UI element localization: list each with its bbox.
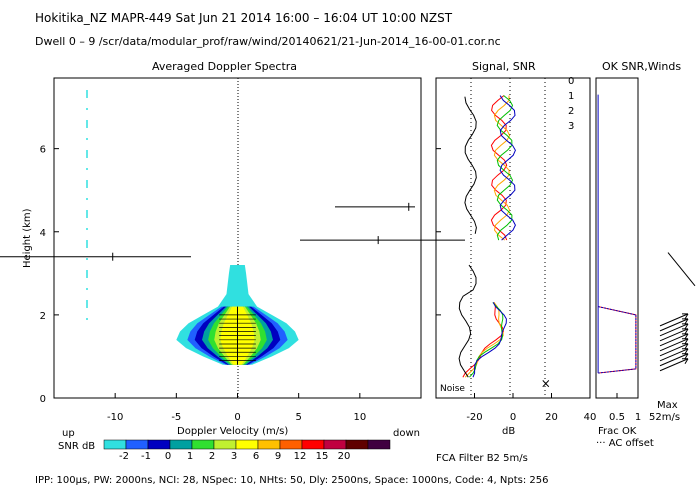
wind-arrow — [667, 252, 696, 287]
frac-ok-blue — [597, 306, 637, 374]
wind-arrow — [659, 318, 689, 332]
wind-arrow — [659, 353, 689, 367]
max-value: 52m/s — [649, 412, 680, 423]
signal-trace-upper — [499, 95, 516, 241]
x-axis-label: Doppler Velocity (m/s) — [177, 426, 288, 437]
colorbar-tick-label: -1 — [141, 451, 151, 462]
colorbar-tick-label: 2 — [209, 451, 215, 462]
down-label: down — [393, 428, 420, 439]
frac-ok-red — [597, 306, 637, 374]
y-tick-label: 0 — [40, 394, 46, 405]
wind-traces — [597, 94, 637, 374]
legend-entry: 2 — [568, 106, 574, 117]
colorbar-swatch — [213, 439, 237, 450]
series-legend: 0 1 2 3 — [568, 76, 574, 132]
wind-arrow — [659, 313, 689, 327]
y-tick-label: 2 — [40, 311, 46, 322]
colorbar-swatch — [191, 439, 215, 450]
footer-params: IPP: 100µs, PW: 2000ns, NCI: 28, NSpec: … — [35, 475, 549, 486]
up-label: up — [62, 428, 75, 439]
page-title: Hokitika_NZ MAPR-449 Sat Jun 21 2014 16:… — [35, 11, 453, 25]
signal-axis: -20 0 20 40 — [436, 148, 597, 423]
colorbar: -2 -1 0 1 2 3 6 9 12 15 20 — [103, 439, 391, 462]
colorbar-tick-label: 15 — [316, 451, 329, 462]
colorbar-tick-label: -2 — [119, 451, 129, 462]
colorbar-tick-label: 20 — [338, 451, 351, 462]
spectra-axes: -10 -5 0 5 10 0 2 4 6 — [40, 145, 367, 423]
winds-axis: 0.5 1 — [609, 393, 641, 423]
colorbar-swatch — [147, 439, 171, 450]
colorbar-tick-label: 12 — [294, 451, 307, 462]
colorbar-swatch — [257, 439, 281, 450]
wind-arrow — [659, 348, 689, 362]
colorbar-swatch — [125, 439, 149, 450]
spectra-heatmap — [176, 265, 299, 365]
colorbar-tick-label: 1 — [187, 451, 193, 462]
noise-label: Noise — [440, 384, 465, 394]
signal-x-tick-label: 0 — [510, 412, 516, 423]
wind-arrow — [659, 358, 689, 372]
signal-trace-lower — [464, 302, 504, 378]
filter-label: FCA Filter B2 5m/s — [436, 453, 528, 464]
winds-x-tick-label: 0.5 — [609, 412, 625, 423]
y-tick-label: 4 — [40, 228, 46, 239]
colorbar-swatch — [103, 439, 127, 450]
legend-entry: 3 — [568, 121, 574, 132]
signal-frame — [435, 77, 591, 399]
colorbar-tick-label: 9 — [275, 451, 281, 462]
colorbar-swatch — [235, 439, 259, 450]
x-marker: × — [541, 376, 551, 390]
legend-entry: 0 — [568, 76, 574, 87]
colorbar-tick-label: 6 — [253, 451, 259, 462]
wind-arrow-head — [682, 313, 689, 320]
signal-trace-upper — [490, 95, 508, 241]
signal-x-tick-label: -20 — [466, 412, 482, 423]
x-tick-label: -5 — [171, 412, 181, 423]
signal-trace-lower — [469, 302, 504, 378]
wind-arrow — [659, 328, 689, 342]
spectra-title: Averaged Doppler Spectra — [152, 60, 297, 73]
signal-xlabel: dB — [502, 426, 515, 437]
x-tick-label: 10 — [353, 412, 366, 423]
ac-offset-label: ··· AC offset — [596, 438, 654, 449]
wind-arrow — [659, 323, 689, 337]
legend-entry: 1 — [568, 91, 574, 102]
colorbar-swatch — [169, 439, 193, 450]
signal-x-tick-label: 40 — [584, 412, 597, 423]
signal-traces: × — [458, 95, 551, 390]
signal-x-tick-label: 20 — [545, 412, 558, 423]
noise-trace — [458, 96, 477, 378]
colorbar-tick-label: 3 — [231, 451, 237, 462]
colorbar-swatch — [323, 439, 347, 450]
winds-x-tick-label: 1 — [635, 412, 641, 423]
winds-frame — [595, 77, 639, 399]
frac-ok-label: Frac OK — [598, 426, 637, 437]
x-tick-label: -10 — [107, 412, 123, 423]
y-tick-label: 6 — [40, 145, 46, 156]
signal-trace-lower — [472, 302, 507, 378]
data-path: Dwell 0 – 9 /scr/data/modular_prof/raw/w… — [35, 35, 501, 48]
wind-barbs — [659, 252, 696, 372]
x-tick-label: 0 — [234, 412, 240, 423]
signal-trace-upper — [493, 95, 511, 241]
colorbar-swatch — [301, 439, 325, 450]
colorbar-swatch — [367, 439, 391, 450]
colorbar-swatch — [345, 439, 369, 450]
wind-arrow — [659, 338, 689, 352]
colorbar-swatch — [279, 439, 303, 450]
wind-arrow — [659, 333, 689, 347]
snr-scale-label: SNR dB — [58, 441, 95, 452]
y-axis-label: Height (km) — [22, 208, 33, 268]
colorbar-tick-label: 0 — [165, 451, 171, 462]
interference-lines — [0, 202, 465, 261]
wind-arrow — [659, 343, 689, 357]
max-label: Max — [657, 400, 678, 411]
signal-title: Signal, SNR — [472, 60, 536, 73]
x-tick-label: 5 — [295, 412, 301, 423]
winds-title: OK SNR,Winds — [602, 60, 681, 73]
